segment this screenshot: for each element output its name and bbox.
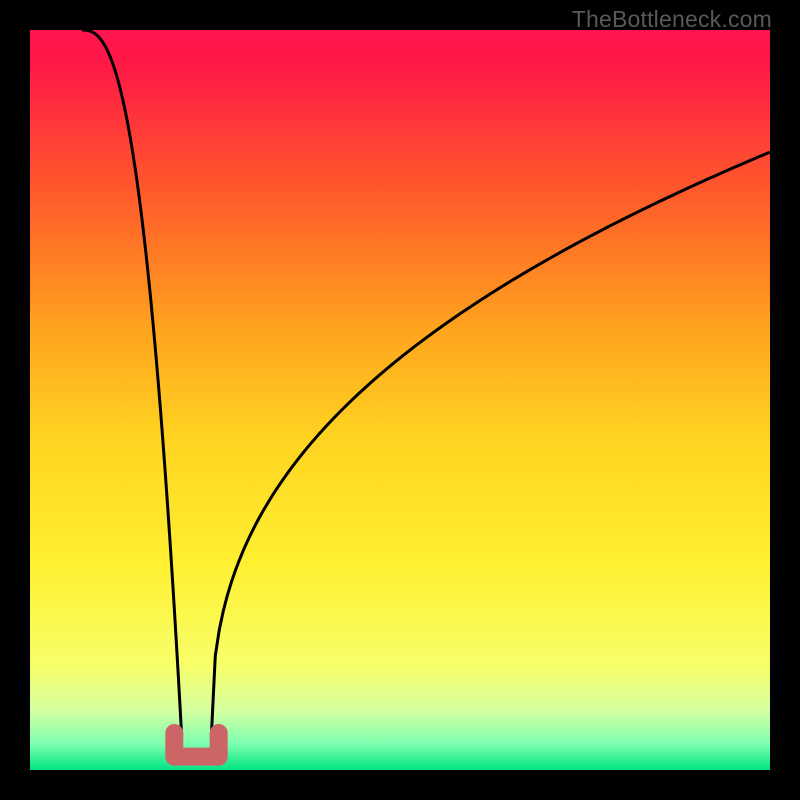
chart-stage: TheBottleneck.com bbox=[0, 0, 800, 800]
gradient-background bbox=[30, 30, 770, 770]
plot-area bbox=[30, 30, 770, 770]
bottleneck-chart-svg bbox=[30, 30, 770, 770]
watermark-text: TheBottleneck.com bbox=[572, 6, 772, 33]
